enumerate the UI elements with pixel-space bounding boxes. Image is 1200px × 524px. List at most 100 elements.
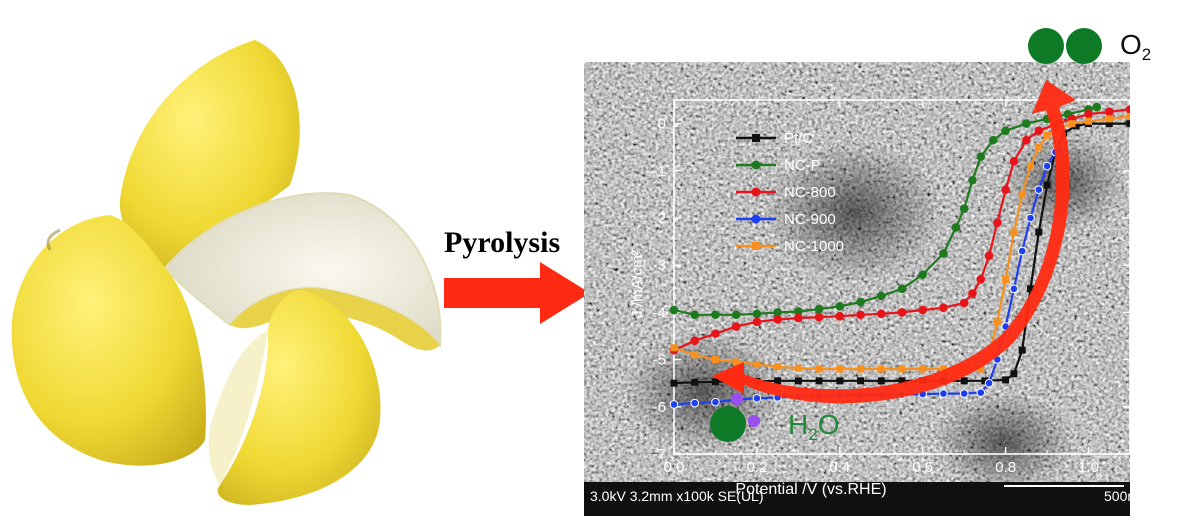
y-tick-label: -3 xyxy=(653,257,666,274)
legend-label: NC-P xyxy=(784,157,821,174)
data-point xyxy=(918,270,928,279)
data-point xyxy=(815,365,823,373)
data-point xyxy=(1085,117,1093,125)
data-point xyxy=(968,289,977,298)
data-point xyxy=(1043,181,1051,189)
data-point xyxy=(1034,185,1044,194)
peel-piece-left xyxy=(11,215,206,466)
data-point xyxy=(981,377,989,385)
data-point xyxy=(731,310,741,320)
legend-label: NC-800 xyxy=(784,184,836,201)
data-point xyxy=(988,135,998,145)
data-point xyxy=(856,310,865,320)
data-point xyxy=(774,363,782,371)
series-line xyxy=(673,108,1130,352)
legend-entry: Pt/C xyxy=(736,130,813,147)
x-axis-label: Potential /V (vs.RHE) xyxy=(735,481,886,498)
y-tick-label: 0 xyxy=(658,116,666,133)
data-point xyxy=(984,378,994,388)
x-tick-label: 0.8 xyxy=(995,459,1016,476)
x-tick-label: 0.4 xyxy=(829,459,850,476)
data-point xyxy=(939,303,948,312)
data-point xyxy=(939,389,948,398)
oxygen-atom-2 xyxy=(1066,28,1102,64)
data-point xyxy=(690,398,700,408)
data-point xyxy=(968,175,977,185)
legend-entry: NC-900 xyxy=(736,211,836,228)
h2o-hydrogen-atom-1 xyxy=(731,393,743,405)
legend-swatch-marker xyxy=(751,214,761,224)
legend-label: Pt/C xyxy=(784,130,813,147)
data-point xyxy=(1126,113,1130,121)
svg-text:H2O: H2O xyxy=(788,409,839,444)
h2o-oxygen-atom xyxy=(710,406,746,442)
data-point xyxy=(1022,135,1031,145)
peel-piece-bottom xyxy=(217,290,381,505)
data-point xyxy=(773,315,782,324)
data-point xyxy=(1009,284,1019,294)
data-point xyxy=(732,358,740,366)
data-point xyxy=(752,394,762,403)
x-tick-label: 0.2 xyxy=(746,459,767,476)
data-point xyxy=(752,317,762,327)
data-point xyxy=(919,365,927,373)
pyrolysis-label: Pyrolysis xyxy=(444,226,561,259)
data-point xyxy=(1022,119,1031,128)
legend-label: NC-1000 xyxy=(784,238,844,255)
h2o-molecule: H2O xyxy=(710,393,839,444)
series-nc-800 xyxy=(669,105,1130,355)
h2o-label-main: H xyxy=(788,409,808,440)
data-point xyxy=(1027,285,1035,293)
y-axis-label: J /mA/cm² xyxy=(629,250,646,318)
x-tick-label: 0.0 xyxy=(664,459,685,476)
x-tick-label: 1.0 xyxy=(1078,459,1099,476)
legend-label: NC-900 xyxy=(784,211,836,228)
data-point xyxy=(977,365,985,373)
data-point xyxy=(835,301,845,311)
data-point xyxy=(877,377,885,385)
data-point xyxy=(1104,107,1114,117)
data-point xyxy=(1018,346,1026,354)
data-point xyxy=(773,308,782,317)
chart-axes: 0.0 0.2 0.4 0.6 0.8 1.0 0 -1 -2 -3 -4 -5 -6 -7 xyxy=(653,99,1130,476)
data-point xyxy=(976,152,986,161)
data-point xyxy=(898,365,906,373)
pomelo-peel-illustration xyxy=(11,40,442,505)
x-tick-label: 0.6 xyxy=(912,459,933,476)
y-tick-label: -7 xyxy=(653,446,666,463)
oxygen-atom-1 xyxy=(1028,28,1064,64)
data-point xyxy=(897,308,907,317)
data-point xyxy=(836,365,844,373)
sem-micrograph-background xyxy=(584,62,1130,516)
data-point xyxy=(669,400,679,409)
legend-swatch-marker xyxy=(752,134,760,142)
data-point xyxy=(1035,228,1043,236)
svg-text:O2: O2 xyxy=(1120,29,1151,64)
data-point xyxy=(711,397,720,407)
o2-label-sub: 2 xyxy=(1142,45,1151,64)
y-tick-label: -4 xyxy=(653,304,666,321)
legend-swatch-marker xyxy=(751,160,761,170)
data-point xyxy=(731,322,741,331)
y-tick-label: -1 xyxy=(653,163,666,180)
data-point xyxy=(1126,120,1130,128)
data-point xyxy=(993,218,1002,228)
data-point xyxy=(815,377,823,385)
data-point xyxy=(774,377,782,385)
o2-molecule: O2 xyxy=(1028,28,1151,64)
data-point xyxy=(1001,185,1010,194)
data-point xyxy=(1105,115,1113,123)
data-point xyxy=(1084,109,1093,119)
sem-scale-text: 500nm xyxy=(1104,488,1147,504)
data-point xyxy=(984,251,994,261)
pyrolysis-arrow xyxy=(444,262,590,324)
data-point xyxy=(918,305,928,315)
data-point xyxy=(836,377,844,385)
legend-entry: NC-1000 xyxy=(736,238,844,255)
data-point xyxy=(1035,143,1043,151)
data-point xyxy=(690,336,700,346)
data-point xyxy=(877,365,885,373)
data-point xyxy=(898,377,906,385)
data-point xyxy=(951,223,961,232)
data-point xyxy=(857,365,865,373)
